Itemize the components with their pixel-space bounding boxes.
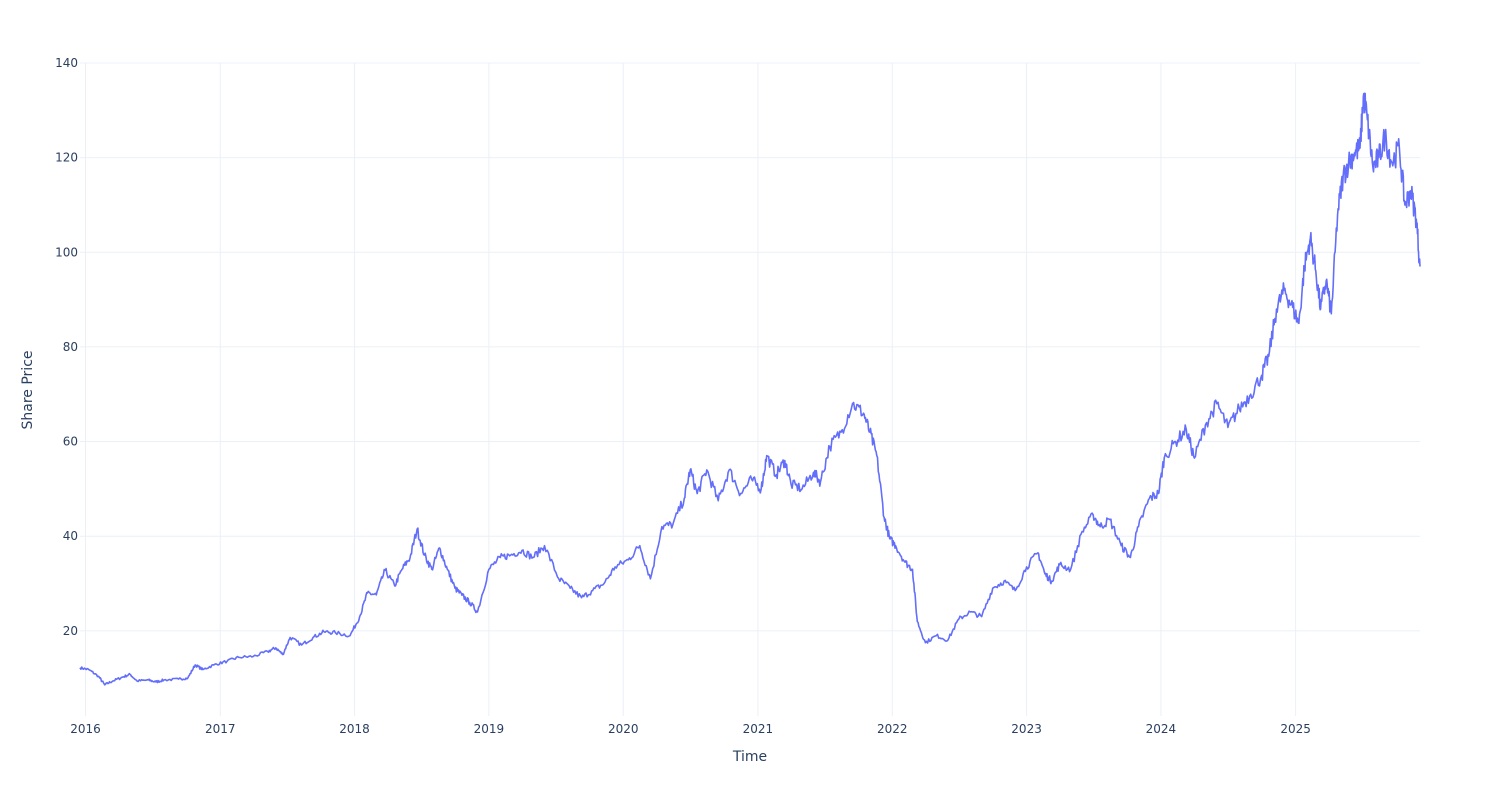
y-tick-label-120: 120 <box>55 151 78 165</box>
x-tick-label-2021: 2021 <box>743 722 774 736</box>
y-tick-label-20: 20 <box>63 624 78 638</box>
y-tick-label-100: 100 <box>55 245 78 259</box>
x-tick-label-2024: 2024 <box>1146 722 1177 736</box>
x-tick-label-2020: 2020 <box>608 722 639 736</box>
y-gridlines <box>80 62 1420 632</box>
y-tick-label-60: 60 <box>63 435 78 449</box>
x-tick-label-2018: 2018 <box>339 722 370 736</box>
y-axis-title: Share Price <box>20 350 36 429</box>
series-line-0 <box>79 92 1421 686</box>
x-axis-title: Time <box>732 749 767 765</box>
y-tick-labels: 20 40 60 80 100 120 140 <box>55 56 78 638</box>
y-tick-label-140: 140 <box>55 56 78 70</box>
x-tick-label-2022: 2022 <box>877 722 908 736</box>
x-gridlines <box>85 63 1297 716</box>
y-tick-label-80: 80 <box>63 340 78 354</box>
x-tick-labels: 2016 2017 2018 2019 2020 2021 2022 2023 2024 2025 <box>70 722 1311 736</box>
y-tick-label-40: 40 <box>63 529 78 543</box>
x-tick-label-2023: 2023 <box>1011 722 1042 736</box>
x-tick-label-2017: 2017 <box>205 722 236 736</box>
x-tick-label-2019: 2019 <box>474 722 505 736</box>
x-tick-label-2016: 2016 <box>70 722 101 736</box>
series-layer <box>79 92 1421 686</box>
x-tick-label-2025: 2025 <box>1280 722 1311 736</box>
